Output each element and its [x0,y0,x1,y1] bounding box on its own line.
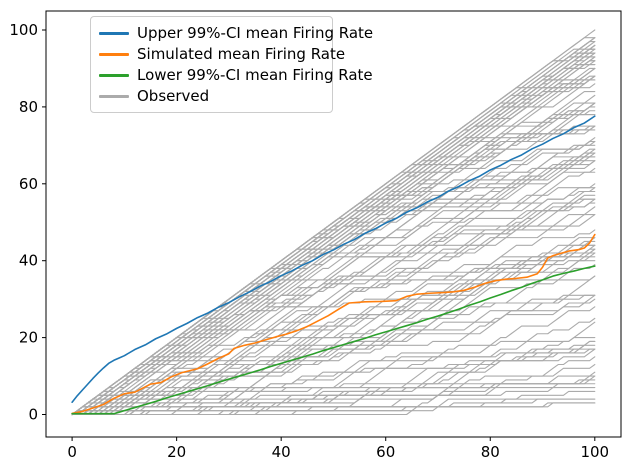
x-tick-label: 100 [580,443,609,461]
observed-trajectory [71,348,596,416]
y-tick-label: 100 [9,21,38,39]
observed-trajectory [71,94,596,416]
upper-ci-line [71,115,596,403]
legend-entry-simulated: Simulated mean Firing Rate [99,44,345,65]
x-tick-label: 60 [376,443,395,461]
legend-line-observed-icon [99,95,129,98]
y-tick-label: 20 [19,329,38,347]
observed-trajectory [71,206,596,416]
axes [45,10,622,438]
observed-trajectory [71,125,596,416]
observed-trajectory [71,390,596,416]
x-tick-label: 80 [481,443,500,461]
observed-trajectory [71,125,596,416]
y-tick-label: 60 [19,175,38,193]
observed-trajectory [71,317,596,416]
simulated-line [71,233,596,415]
observed-trajectory [71,125,596,416]
legend-label-simulated: Simulated mean Firing Rate [137,45,346,63]
lower-ci-line-group [71,265,596,415]
y-tick-label: 0 [28,406,38,424]
observed-trajectory [71,402,596,416]
axes-spines [45,10,622,438]
observed-trajectory [71,252,596,416]
lower-ci-line [71,265,596,415]
observed-trajectory [71,64,596,416]
observed-trajectory [71,167,596,416]
observed-trajectory [71,248,596,416]
observed-trajectory [71,348,596,416]
observed-trajectory [71,171,596,416]
legend-line-simulated-icon [99,53,129,56]
observed-lines [71,29,596,416]
y-tick-label: 80 [19,98,38,116]
observed-trajectory [71,125,596,416]
legend-entry-upper-ci: Upper 99%-CI mean Firing Rate [99,23,373,44]
observed-trajectory [71,152,596,416]
observed-trajectory [71,148,596,416]
observed-trajectory [71,348,596,416]
x-tick-label: 40 [272,443,291,461]
x-tick-label: 20 [167,443,186,461]
observed-trajectory [71,402,596,416]
observed-trajectory [71,64,596,416]
x-axis: 0 20 40 60 80 100 [67,437,609,461]
observed-trajectory [71,194,596,416]
legend-label-upper-ci: Upper 99%-CI mean Firing Rate [137,24,374,42]
legend-label-observed: Observed [137,87,210,105]
legend-entry-lower-ci: Lower 99%-CI mean Firing Rate [99,65,373,86]
y-axis: 0 20 40 60 80 100 [9,21,46,424]
observed-trajectory [71,248,596,416]
observed-trajectory [71,187,596,416]
observed-trajectory [71,240,596,416]
observed-trajectory [71,252,596,416]
x-tick-label: 0 [67,443,77,461]
y-tick-label: 40 [19,252,38,270]
observed-trajectory [71,379,596,416]
legend-label-lower-ci: Lower 99%-CI mean Firing Rate [137,66,373,84]
observed-trajectory [71,202,596,416]
observed-trajectory [71,371,596,416]
observed-trajectory [71,248,596,416]
observed-trajectory [71,237,596,416]
simulated-line-group [71,233,596,415]
observed-trajectory [71,356,596,416]
legend-entry-observed: Observed [99,86,324,107]
legend-line-lower-ci-icon [99,74,129,77]
upper-ci-line-group [71,115,596,403]
legend: Upper 99%-CI mean Firing Rate Simulated … [90,16,373,113]
observed-trajectory [71,237,596,416]
legend-line-upper-ci-icon [99,32,129,35]
observed-trajectory [71,148,596,416]
